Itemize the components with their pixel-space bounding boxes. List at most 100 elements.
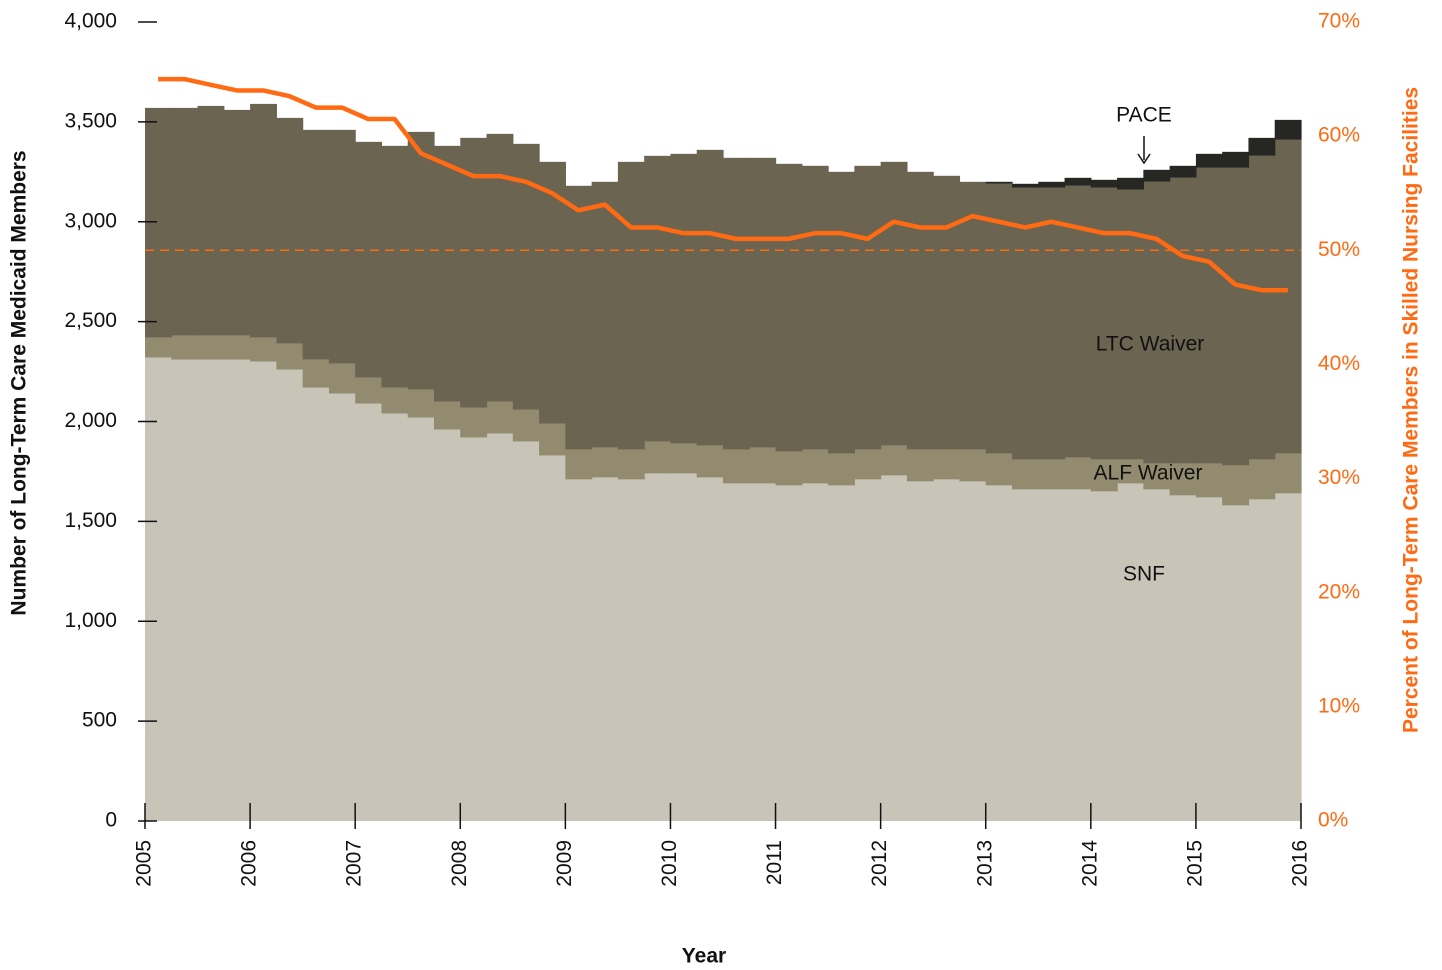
- annotation: PACE: [1116, 104, 1172, 127]
- area-step: [250, 337, 277, 362]
- area-step: [1012, 459, 1039, 490]
- area-step: [1195, 167, 1223, 464]
- area-step: [985, 183, 1013, 454]
- area-step: [171, 359, 199, 821]
- area-step: [723, 157, 750, 450]
- area-step: [145, 107, 172, 338]
- x-tick-label: 2005: [133, 840, 156, 887]
- area-step: [565, 479, 593, 821]
- area-step: [670, 153, 698, 444]
- area-step: [1064, 489, 1092, 821]
- line-series: [158, 76, 1288, 293]
- area-step: [854, 479, 882, 821]
- y-tick-label: 1,000: [64, 609, 117, 632]
- y-tick-label: 1,500: [64, 509, 117, 532]
- area-step: [460, 437, 488, 821]
- y2-tick-label: 10%: [1318, 694, 1360, 717]
- area-step: [617, 449, 645, 480]
- area-step: [328, 393, 356, 821]
- area-step: [1222, 505, 1250, 821]
- area-step: [1248, 459, 1276, 500]
- area-step: [1012, 489, 1039, 821]
- x-tick-label: 2010: [658, 840, 681, 887]
- y2-tick-label: 0%: [1318, 809, 1348, 832]
- area-step: [1143, 463, 1171, 490]
- area-step: [985, 181, 1013, 184]
- area-step: [223, 335, 251, 360]
- area-step: [749, 447, 777, 484]
- y-axis-title: Number of Long-Term Care Medicaid Member…: [8, 150, 31, 615]
- y-tick-label: 2,500: [64, 309, 117, 332]
- area-step: [906, 481, 934, 821]
- area-step: [328, 129, 356, 364]
- y2-tick-label: 70%: [1318, 10, 1360, 33]
- area-step: [1090, 187, 1118, 460]
- area-step: [880, 445, 908, 476]
- area-step: [723, 449, 750, 484]
- area-step: [1169, 177, 1197, 464]
- area-step: [197, 105, 225, 336]
- area-step: [959, 481, 987, 821]
- area-step: [1064, 457, 1092, 490]
- area-step: [250, 103, 277, 338]
- area-step: [355, 403, 383, 821]
- x-tick-label: 2011: [763, 840, 786, 885]
- x-tick-label: 2009: [553, 840, 576, 887]
- area-step: [1090, 491, 1118, 821]
- area-step: [565, 449, 593, 480]
- area-step: [460, 407, 488, 438]
- area-step: [407, 417, 435, 821]
- x-tick-label: 2016: [1289, 840, 1312, 887]
- x-axis-title: Year: [682, 945, 726, 968]
- y-tick-label: 0: [105, 809, 117, 832]
- area-step: [1222, 151, 1250, 168]
- area-step: [959, 181, 987, 450]
- annotation: ALF Waiver: [1094, 462, 1203, 485]
- area-step: [486, 401, 514, 434]
- area-step: [723, 483, 750, 821]
- area-step: [1090, 459, 1118, 492]
- area-step: [749, 157, 777, 448]
- area-step: [539, 455, 566, 821]
- area-step: [1248, 137, 1276, 156]
- area-step: [1038, 181, 1066, 188]
- area-step: [828, 485, 855, 821]
- area-step: [1038, 187, 1066, 460]
- area-step: [801, 165, 829, 450]
- y-tick-label: 4,000: [64, 10, 117, 33]
- y2-tick-label: 40%: [1318, 352, 1360, 375]
- area-step: [1169, 463, 1197, 496]
- area-step: [749, 483, 777, 821]
- area-step: [197, 359, 225, 821]
- area-step: [355, 377, 383, 404]
- area-step: [1117, 483, 1144, 821]
- area-step: [1274, 139, 1302, 454]
- x-tick-label: 2012: [868, 840, 891, 887]
- area-step: [1117, 189, 1144, 460]
- area-step: [276, 369, 304, 821]
- area-step: [696, 149, 724, 446]
- area-step: [1143, 169, 1171, 182]
- annotation-arrowhead: [1137, 153, 1151, 165]
- area-step: [801, 449, 829, 484]
- area-step: [407, 389, 435, 418]
- area-step: [775, 485, 803, 821]
- annotation: SNF: [1123, 563, 1165, 586]
- x-tick-label: 2013: [973, 840, 996, 887]
- area-step: [670, 473, 698, 821]
- area-step: [276, 117, 304, 344]
- area-step: [775, 451, 803, 486]
- area-step: [1248, 499, 1276, 821]
- y2-tick-label: 50%: [1318, 238, 1360, 261]
- area-step: [854, 165, 882, 450]
- area-step: [539, 161, 566, 424]
- area-step: [1038, 459, 1066, 490]
- area-step: [1117, 177, 1144, 190]
- area-step: [1195, 153, 1223, 168]
- area-step: [696, 477, 724, 821]
- area-step: [1274, 119, 1302, 140]
- area-step: [434, 401, 461, 430]
- x-tick-label: 2008: [448, 840, 471, 887]
- area-step: [302, 359, 330, 388]
